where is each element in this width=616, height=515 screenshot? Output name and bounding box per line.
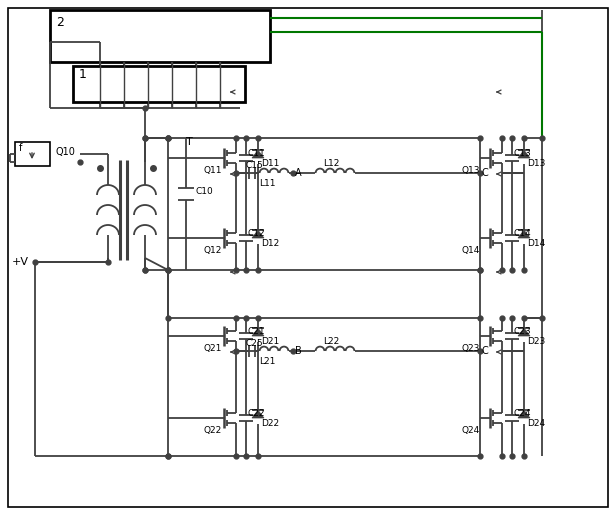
- Text: D14: D14: [527, 238, 545, 248]
- Text: Q10: Q10: [56, 147, 76, 157]
- Polygon shape: [518, 328, 530, 336]
- Polygon shape: [518, 410, 530, 418]
- Text: C12: C12: [248, 229, 265, 237]
- Text: C: C: [482, 346, 488, 356]
- Text: C14: C14: [514, 229, 532, 237]
- Text: D21: D21: [261, 336, 279, 346]
- Text: 2: 2: [56, 15, 64, 28]
- Text: f: f: [19, 143, 22, 153]
- Text: +V: +V: [12, 257, 29, 267]
- Text: C10: C10: [195, 187, 213, 197]
- Text: Q14: Q14: [462, 246, 480, 254]
- Polygon shape: [252, 328, 264, 336]
- Text: C15: C15: [246, 161, 264, 169]
- Text: C13: C13: [514, 148, 532, 158]
- Bar: [73, 66, 245, 102]
- Text: B: B: [295, 346, 302, 356]
- Text: C11: C11: [248, 148, 265, 158]
- Polygon shape: [252, 230, 264, 238]
- Text: L11: L11: [259, 179, 275, 187]
- Text: A: A: [295, 168, 302, 178]
- Text: Q11: Q11: [204, 165, 222, 175]
- Text: D23: D23: [527, 336, 545, 346]
- Text: D11: D11: [261, 159, 280, 167]
- Bar: [50, 10, 270, 62]
- Text: D24: D24: [527, 419, 545, 427]
- Text: L22: L22: [323, 336, 339, 346]
- Text: C23: C23: [514, 327, 532, 335]
- Text: C25: C25: [246, 338, 264, 348]
- Text: Q22: Q22: [204, 425, 222, 435]
- Text: L21: L21: [259, 356, 275, 366]
- Text: C24: C24: [514, 408, 532, 418]
- Text: C21: C21: [248, 327, 265, 335]
- Text: 1: 1: [79, 68, 87, 81]
- Text: D22: D22: [261, 419, 279, 427]
- Text: Q13: Q13: [462, 165, 480, 175]
- Bar: [15, 142, 50, 166]
- Text: Q24: Q24: [462, 425, 480, 435]
- Text: L12: L12: [323, 159, 339, 167]
- Polygon shape: [518, 230, 530, 238]
- Polygon shape: [518, 150, 530, 158]
- Text: D13: D13: [527, 159, 545, 167]
- Text: Q21: Q21: [204, 344, 222, 352]
- Text: T: T: [186, 137, 193, 147]
- Text: C: C: [482, 168, 488, 178]
- Polygon shape: [252, 150, 264, 158]
- Text: Q12: Q12: [204, 246, 222, 254]
- Text: D12: D12: [261, 238, 279, 248]
- Polygon shape: [252, 410, 264, 418]
- Text: Q23: Q23: [462, 344, 480, 352]
- Text: C22: C22: [248, 408, 265, 418]
